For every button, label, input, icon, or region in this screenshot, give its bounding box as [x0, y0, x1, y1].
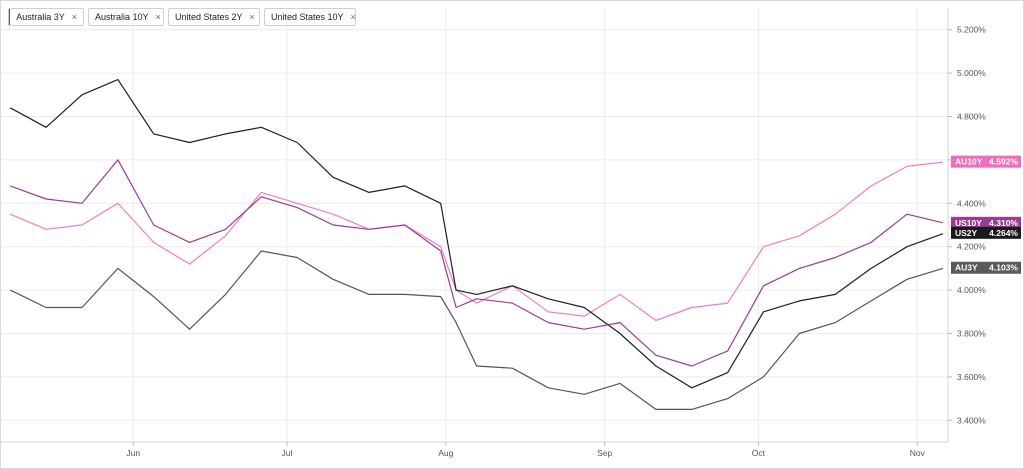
end-tag-au10y: AU10Y 4.592% — [951, 155, 1021, 168]
legend-label: United States 10Y — [271, 12, 344, 22]
end-tag-value: 4.592% — [989, 157, 1018, 167]
end-tag-bg — [951, 261, 1021, 274]
y-tick-label: 3.400% — [957, 415, 986, 425]
end-tag-bg — [951, 226, 1021, 239]
series-line-australia-3y — [9, 250, 944, 410]
close-icon[interactable]: × — [350, 12, 356, 22]
close-icon[interactable]: × — [155, 12, 161, 22]
x-tick-label: Jul — [282, 448, 293, 458]
end-tag-code: US2Y — [955, 228, 978, 238]
end-tag-code: US10Y — [955, 218, 982, 228]
end-tag-code: AU3Y — [955, 263, 978, 273]
legend-chip-australia-3y[interactable]: Australia 3Y × — [8, 8, 84, 26]
end-tag-bg — [951, 216, 1021, 229]
legend-chip-united-states-2y[interactable]: United States 2Y × — [168, 8, 260, 26]
end-tag-value: 4.103% — [989, 263, 1018, 273]
y-tick-label: 3.600% — [957, 372, 986, 382]
legend-label: Australia 10Y — [95, 12, 149, 22]
end-tag-bg — [951, 155, 1021, 168]
y-tick-label: 3.800% — [957, 329, 986, 339]
y-tick-label: 4.000% — [957, 285, 986, 295]
y-tick-label: 4.800% — [957, 112, 986, 122]
legend-label: Australia 3Y — [16, 12, 65, 22]
x-tick-label: Sep — [597, 448, 612, 458]
y-tick-label: 5.200% — [957, 25, 986, 35]
x-tick-label: Jun — [126, 448, 140, 458]
close-icon[interactable]: × — [249, 12, 255, 22]
end-tag-us2y: US2Y 4.264% — [951, 226, 1021, 239]
legend-label: United States 2Y — [175, 12, 243, 22]
end-value-tags: AU10Y 4.592% US10Y 4.310% US2Y 4.264% AU3Y 4.10… — [951, 155, 1021, 274]
legend-swatch — [9, 9, 11, 25]
x-tick-label: Oct — [752, 448, 766, 458]
end-tag-au3y: AU3Y 4.103% — [951, 261, 1021, 274]
x-tick-label: Aug — [438, 448, 453, 458]
series-line-australia-10y — [9, 161, 943, 322]
y-tick-label: 4.400% — [957, 198, 986, 208]
end-tag-value: 4.310% — [989, 218, 1018, 228]
x-axis: Jun Jul Aug Sep Oct Nov — [0, 441, 948, 458]
x-tick-label: Nov — [910, 448, 926, 458]
gridlines — [0, 8, 948, 442]
y-tick-label: 4.200% — [957, 242, 986, 252]
series-line-united-states-2y — [9, 78, 944, 389]
end-tag-code: AU10Y — [955, 157, 983, 167]
series-line-united-states-10y — [9, 159, 944, 367]
end-tag-value: 4.264% — [989, 228, 1018, 238]
y-tick-label: 5.000% — [957, 68, 986, 78]
legend-chip-australia-10y[interactable]: Australia 10Y × — [88, 8, 164, 26]
end-tag-us10y: US10Y 4.310% — [951, 216, 1021, 229]
close-icon[interactable]: × — [71, 12, 77, 22]
series-lines — [9, 78, 944, 410]
